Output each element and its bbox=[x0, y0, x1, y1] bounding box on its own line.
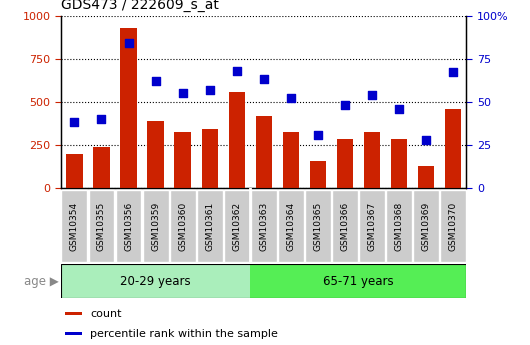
Point bbox=[422, 137, 430, 142]
Point bbox=[178, 90, 187, 96]
Bar bbox=[255, 117, 272, 188]
Text: GSM10356: GSM10356 bbox=[124, 201, 133, 250]
Bar bbox=[228, 92, 245, 188]
FancyBboxPatch shape bbox=[332, 189, 358, 263]
Point bbox=[205, 87, 214, 92]
Bar bbox=[364, 132, 380, 188]
Text: 20-29 years: 20-29 years bbox=[120, 275, 191, 288]
FancyBboxPatch shape bbox=[89, 189, 114, 263]
FancyBboxPatch shape bbox=[305, 189, 331, 263]
Bar bbox=[391, 139, 407, 188]
Point bbox=[448, 70, 457, 75]
Bar bbox=[174, 132, 191, 188]
Text: 65-71 years: 65-71 years bbox=[323, 275, 394, 288]
FancyBboxPatch shape bbox=[386, 189, 412, 263]
Text: GSM10361: GSM10361 bbox=[205, 201, 214, 250]
Point bbox=[340, 102, 349, 108]
Point bbox=[232, 68, 241, 73]
Text: GSM10368: GSM10368 bbox=[394, 201, 403, 250]
Point bbox=[152, 78, 160, 84]
Bar bbox=[65, 332, 82, 335]
Bar bbox=[201, 129, 218, 188]
Text: GSM10359: GSM10359 bbox=[151, 201, 160, 250]
Point bbox=[314, 132, 322, 137]
Text: GSM10370: GSM10370 bbox=[448, 201, 457, 250]
FancyBboxPatch shape bbox=[61, 189, 87, 263]
Point bbox=[394, 106, 403, 111]
FancyBboxPatch shape bbox=[413, 189, 439, 263]
FancyBboxPatch shape bbox=[224, 189, 250, 263]
Text: count: count bbox=[90, 309, 122, 318]
Text: GSM10354: GSM10354 bbox=[70, 201, 79, 250]
Point bbox=[98, 116, 106, 122]
Text: GSM10369: GSM10369 bbox=[421, 201, 430, 250]
FancyBboxPatch shape bbox=[251, 189, 277, 263]
Bar bbox=[337, 139, 353, 188]
FancyBboxPatch shape bbox=[359, 189, 385, 263]
FancyBboxPatch shape bbox=[170, 189, 196, 263]
Bar bbox=[120, 28, 137, 188]
Text: GSM10367: GSM10367 bbox=[367, 201, 376, 250]
Point bbox=[70, 120, 79, 125]
Bar bbox=[61, 264, 250, 298]
Bar bbox=[445, 109, 461, 188]
Text: percentile rank within the sample: percentile rank within the sample bbox=[90, 329, 278, 339]
FancyBboxPatch shape bbox=[278, 189, 304, 263]
Bar bbox=[418, 166, 434, 188]
Bar bbox=[250, 264, 466, 298]
Point bbox=[286, 96, 295, 101]
Text: GSM10365: GSM10365 bbox=[313, 201, 322, 250]
Text: GSM10355: GSM10355 bbox=[97, 201, 106, 250]
Text: GDS473 / 222609_s_at: GDS473 / 222609_s_at bbox=[61, 0, 219, 12]
FancyBboxPatch shape bbox=[440, 189, 466, 263]
FancyBboxPatch shape bbox=[116, 189, 142, 263]
Point bbox=[367, 92, 376, 98]
Bar bbox=[65, 312, 82, 315]
Bar bbox=[147, 121, 164, 188]
Text: GSM10363: GSM10363 bbox=[259, 201, 268, 250]
Bar bbox=[310, 161, 326, 188]
FancyBboxPatch shape bbox=[143, 189, 169, 263]
Point bbox=[259, 77, 268, 82]
Text: GSM10362: GSM10362 bbox=[232, 201, 241, 250]
Text: GSM10364: GSM10364 bbox=[286, 201, 295, 250]
Bar bbox=[66, 154, 83, 188]
Text: age ▶: age ▶ bbox=[23, 275, 58, 288]
Bar bbox=[93, 147, 110, 188]
Point bbox=[124, 40, 132, 46]
Text: GSM10366: GSM10366 bbox=[340, 201, 349, 250]
Text: GSM10360: GSM10360 bbox=[178, 201, 187, 250]
Bar bbox=[282, 132, 299, 188]
FancyBboxPatch shape bbox=[197, 189, 223, 263]
